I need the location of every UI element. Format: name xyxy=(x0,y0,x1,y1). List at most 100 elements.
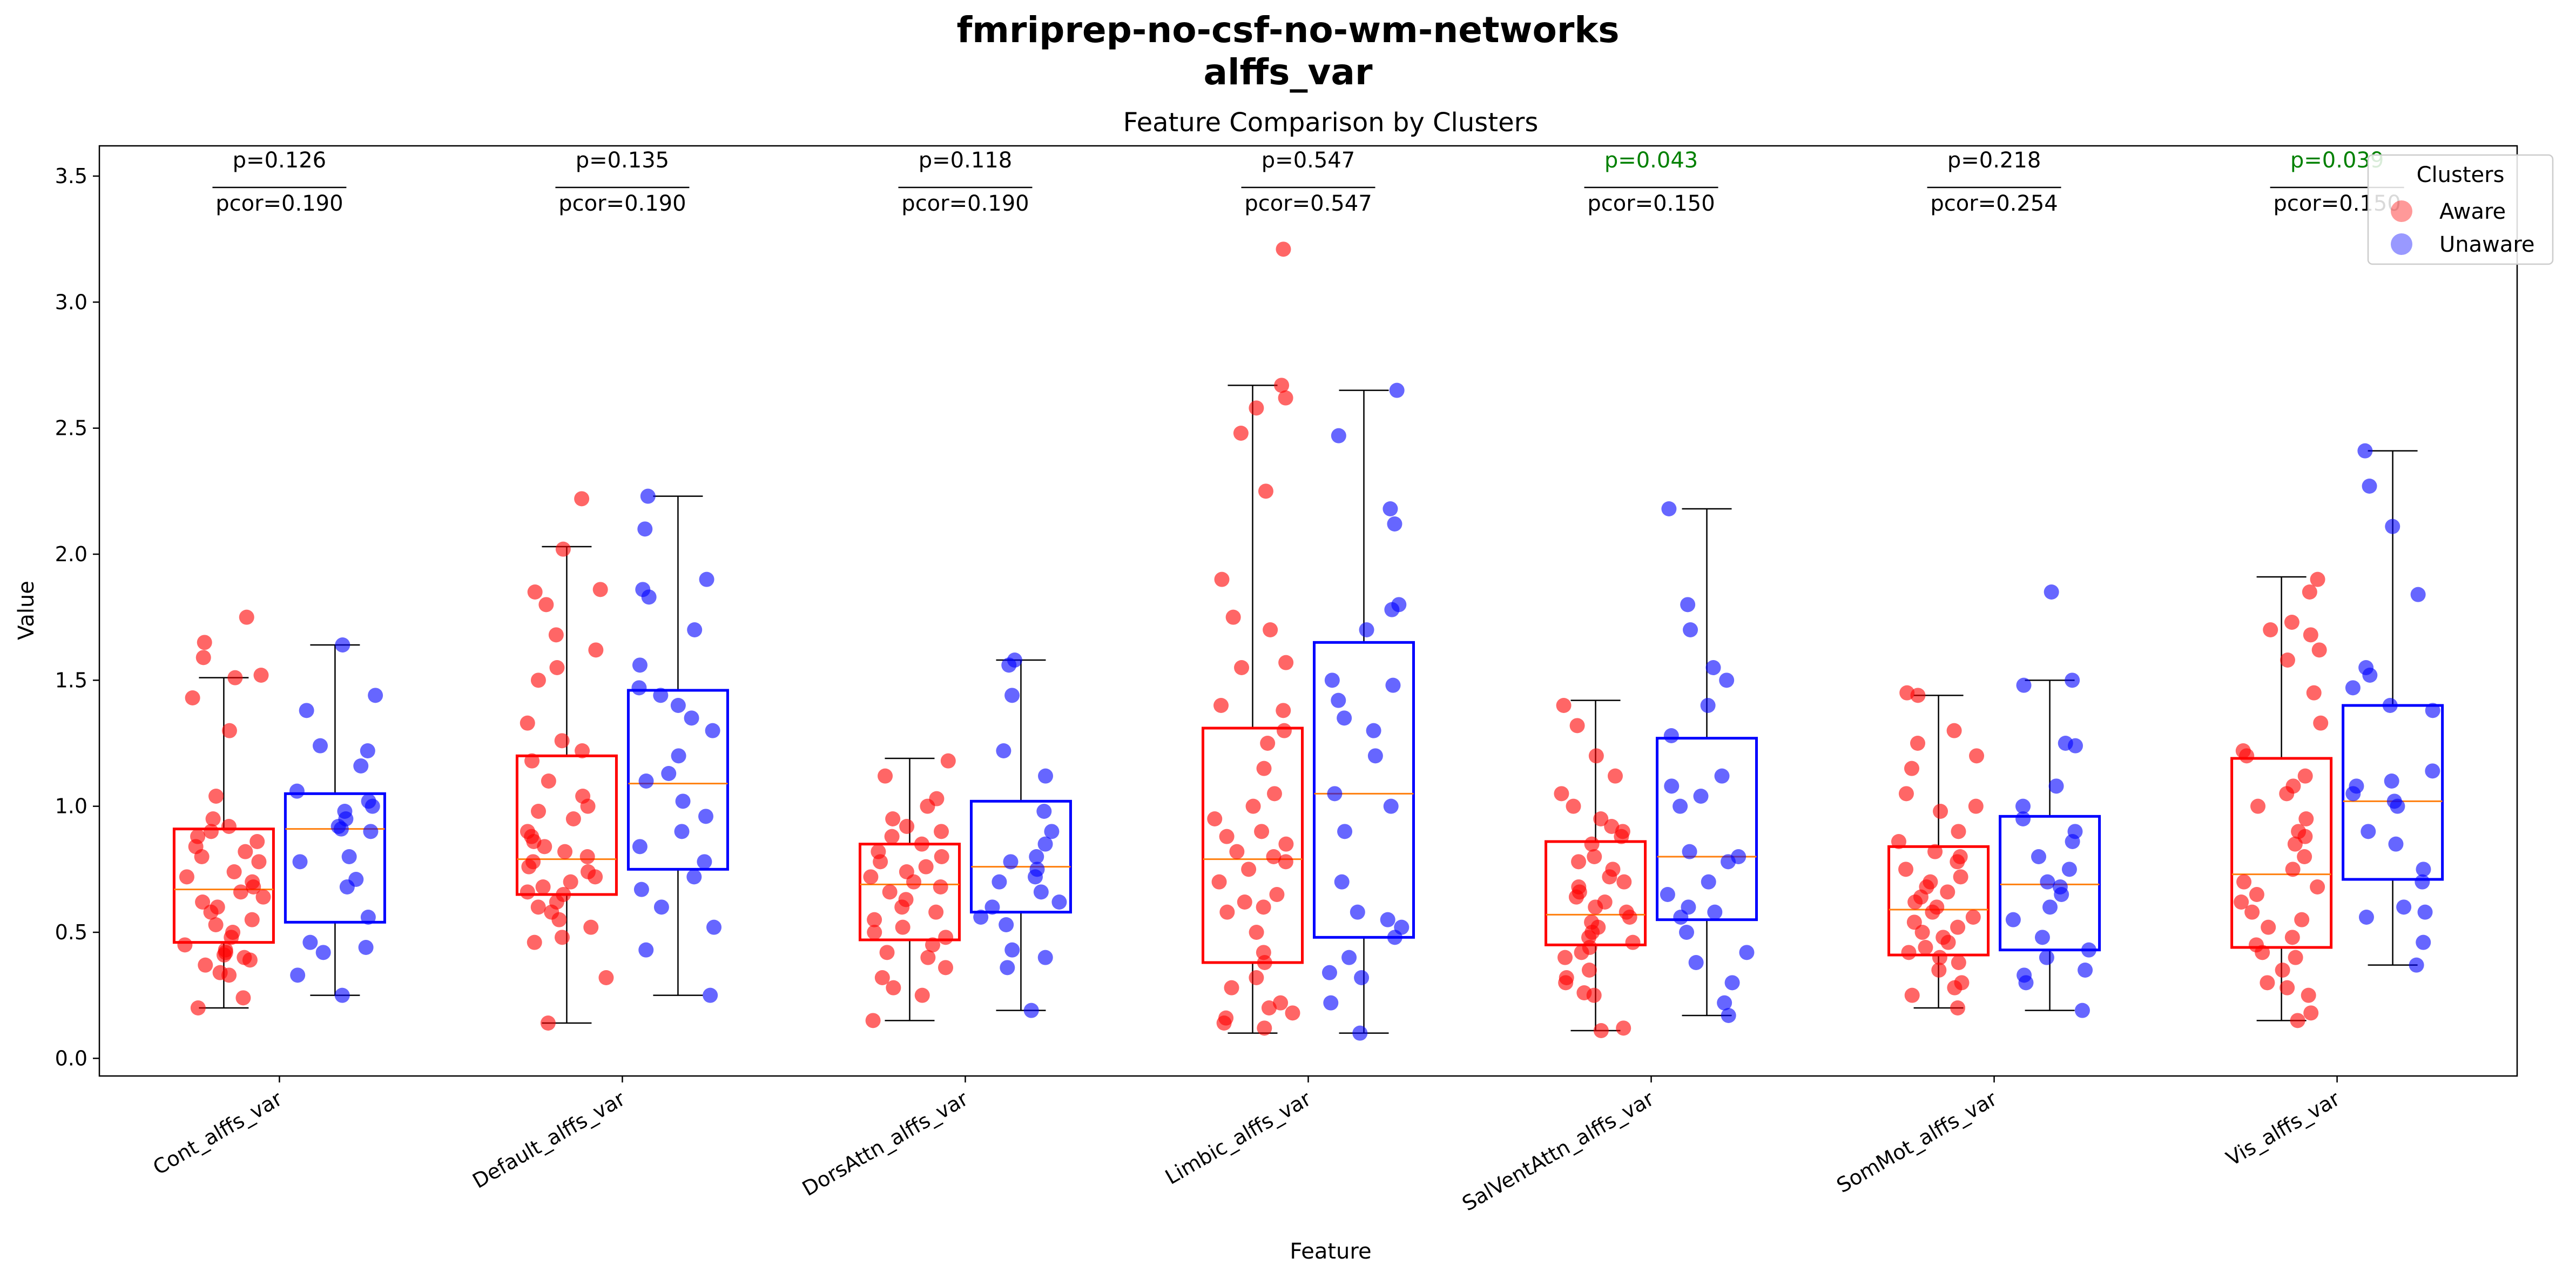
aware-point xyxy=(592,582,608,597)
aware-point xyxy=(938,960,953,976)
aware-point xyxy=(1278,655,1294,670)
aware-point xyxy=(899,819,915,834)
unaware-point xyxy=(1680,597,1696,613)
aware-point xyxy=(2234,894,2249,910)
unaware-box xyxy=(626,689,729,871)
aware-point xyxy=(1898,786,1914,802)
aware-point xyxy=(1234,660,1250,675)
aware-point xyxy=(2303,1005,2319,1021)
aware-point xyxy=(1211,874,1227,890)
unaware-point xyxy=(2349,778,2364,794)
unaware-point xyxy=(638,942,654,958)
unaware-point xyxy=(1051,894,1067,910)
aware-point xyxy=(1607,768,1623,784)
aware-point xyxy=(1266,786,1282,802)
aware-point xyxy=(2301,987,2316,1003)
aware-point xyxy=(925,937,941,953)
unaware-point xyxy=(984,899,1000,915)
aware-point xyxy=(520,884,535,900)
aware-point xyxy=(1260,736,1276,751)
unaware-point xyxy=(341,849,357,864)
aware-point xyxy=(520,715,535,731)
aware-point xyxy=(525,854,541,870)
aware-point xyxy=(203,824,219,839)
unaware-point xyxy=(1007,653,1022,668)
unaware-point xyxy=(290,967,306,983)
unaware-point xyxy=(335,637,350,653)
aware-point xyxy=(1936,930,1951,945)
aware-point xyxy=(920,950,936,965)
aware-point xyxy=(253,668,269,683)
aware-point xyxy=(1276,703,1291,718)
aware-point xyxy=(225,925,241,940)
aware-point xyxy=(197,635,212,650)
aware-point xyxy=(1571,879,1587,894)
aware-point xyxy=(255,889,271,905)
aware-point xyxy=(1901,945,1917,960)
aware-point xyxy=(238,844,253,859)
unaware-point xyxy=(674,824,690,839)
unaware-point xyxy=(1331,428,1346,443)
legend: Clusters Aware Unaware xyxy=(2367,154,2554,265)
aware-point xyxy=(1557,950,1573,965)
y-tick-label: 1.5 xyxy=(55,668,87,692)
aware-point xyxy=(530,672,546,688)
aware-point xyxy=(1968,798,1984,814)
aware-point xyxy=(244,912,260,927)
unaware-point xyxy=(1354,970,1370,985)
aware-point xyxy=(867,925,882,940)
y-tick-label: 2.5 xyxy=(55,416,87,440)
aware-point xyxy=(863,869,879,885)
aware-point xyxy=(2290,1013,2305,1028)
legend-title: Clusters xyxy=(2417,163,2505,187)
unaware-point xyxy=(684,710,699,726)
unaware-point xyxy=(2015,811,2031,826)
unaware-point xyxy=(1391,597,1407,613)
unaware-point xyxy=(631,680,647,696)
unaware-point xyxy=(2417,904,2433,920)
unaware-point xyxy=(1037,836,1053,852)
unaware-point xyxy=(1044,824,1060,839)
unaware-box xyxy=(1656,737,1758,921)
unaware-point xyxy=(2015,798,2031,814)
unaware-point xyxy=(1394,919,1410,935)
x-tick-label: DorsAttn_alffs_var xyxy=(798,1087,972,1201)
aware-point xyxy=(1229,844,1245,859)
x-tick-label: Default_alffs_var xyxy=(468,1087,629,1193)
aware-point xyxy=(914,987,930,1003)
aware-point xyxy=(874,970,890,985)
unaware-point xyxy=(1660,887,1675,902)
unaware-point xyxy=(2386,793,2402,809)
unaware-point xyxy=(1036,804,1052,819)
aware-point xyxy=(233,884,248,900)
aware-point xyxy=(1261,1000,1277,1015)
aware-point xyxy=(190,829,206,844)
aware-point xyxy=(1940,884,1955,900)
aware-point xyxy=(2244,904,2260,920)
unaware-point xyxy=(1661,501,1677,516)
unaware-point xyxy=(1679,925,1695,940)
unaware-point xyxy=(2357,443,2373,459)
aware-point xyxy=(1927,844,1943,859)
unaware-box xyxy=(1313,641,1415,939)
aware-point xyxy=(1933,804,1948,819)
y-tick-label: 1.0 xyxy=(55,795,87,818)
unaware-point xyxy=(1023,1003,1039,1018)
aware-point xyxy=(1584,914,1600,930)
p-value-label: p=0.118 xyxy=(919,148,1012,173)
unaware-point xyxy=(687,622,703,637)
legend-label-unaware: Unaware xyxy=(2439,232,2535,257)
unaware-point xyxy=(2362,479,2377,494)
unaware-point xyxy=(2358,660,2374,675)
p-value-label: p=0.218 xyxy=(1947,148,2041,173)
aware-point xyxy=(2310,879,2325,894)
aware-point xyxy=(1914,925,1930,940)
plot-title: Feature Comparison by Clusters xyxy=(1123,107,1539,138)
aware-point xyxy=(1931,963,1947,978)
pcor-label: pcor=0.547 xyxy=(1244,191,1372,216)
aware-point xyxy=(1932,950,1947,965)
aware-point xyxy=(1556,698,1572,713)
aware-point xyxy=(2249,887,2264,902)
aware-point xyxy=(1554,786,1569,802)
unaware-point xyxy=(2384,773,2399,789)
